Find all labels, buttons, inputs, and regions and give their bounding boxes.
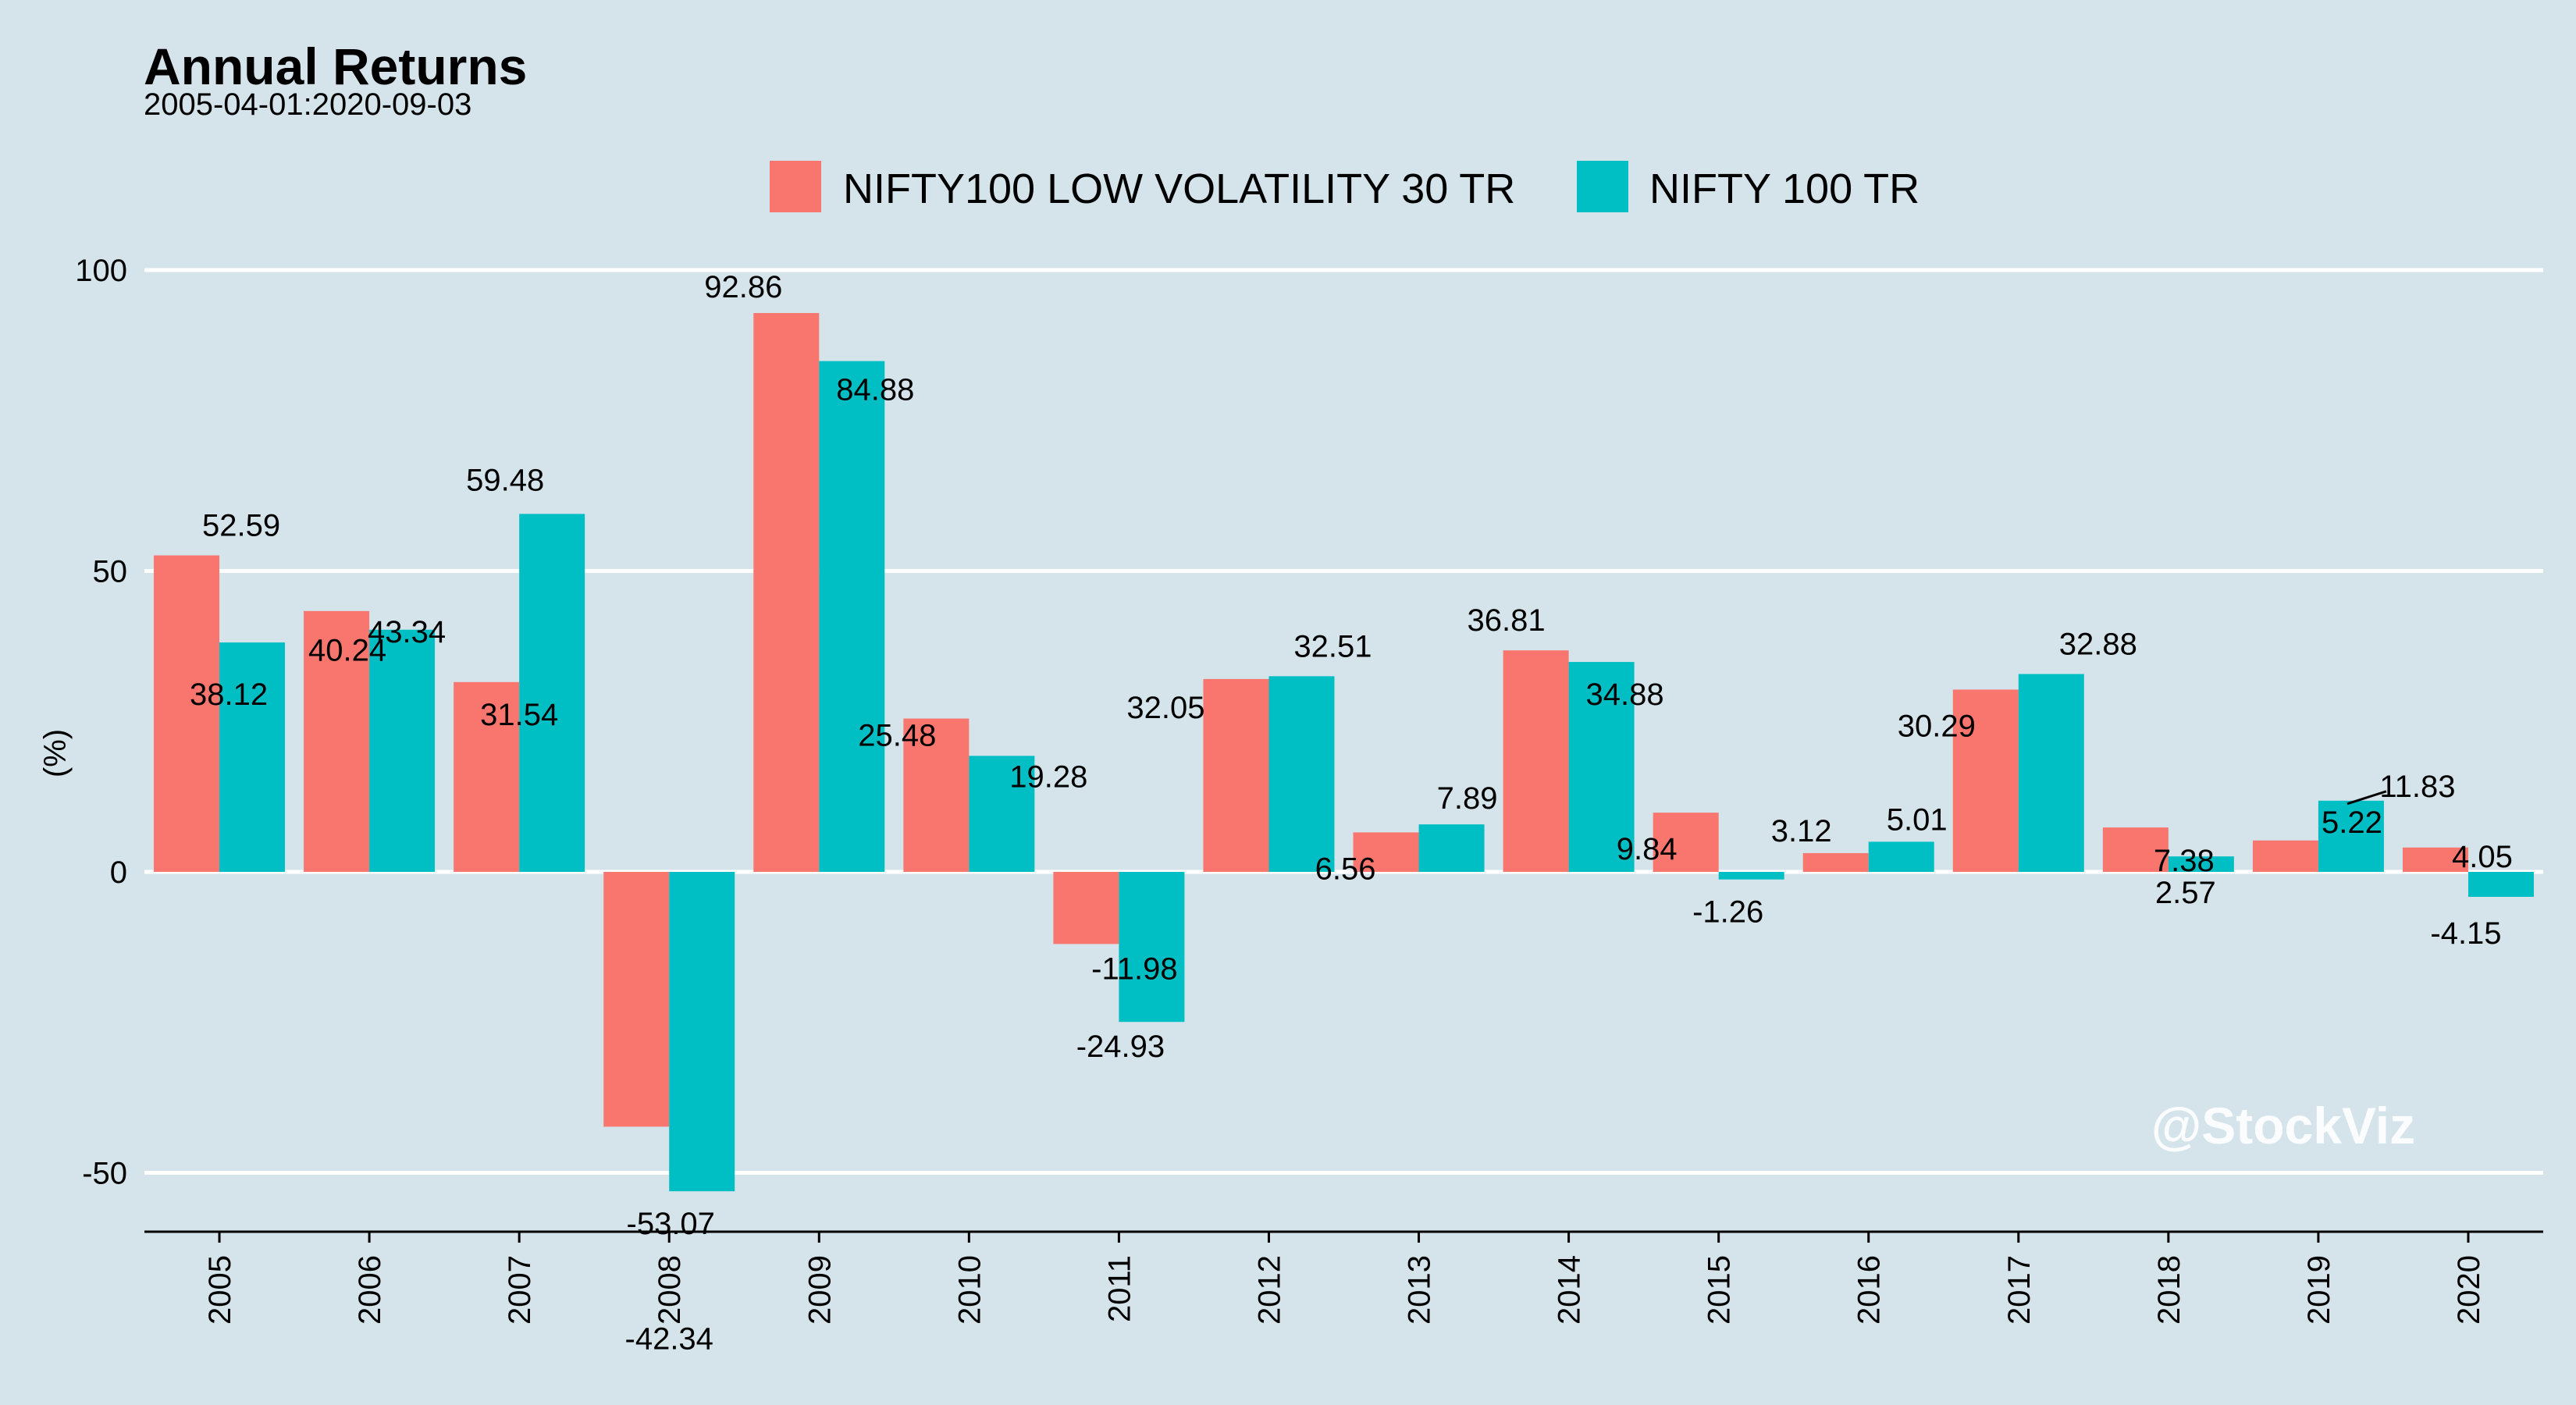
legend: NIFTY100 LOW VOLATILITY 30 TR NIFTY 100 … xyxy=(770,161,1920,212)
data-label-nifty-100-2007: 59.48 xyxy=(466,463,544,497)
x-tick-label-2013: 2013 xyxy=(1403,1255,1437,1325)
data-label-low-volatility-2015: 9.84 xyxy=(1617,832,1678,866)
bars xyxy=(154,313,2534,1192)
data-label-nifty-100-2005: 38.12 xyxy=(190,678,268,712)
bar-nifty-100-2014 xyxy=(1568,662,1635,872)
bar-low-volatility-2009 xyxy=(753,313,820,872)
y-tick-label: 100 xyxy=(75,254,127,288)
x-tick-label-2014: 2014 xyxy=(1553,1255,1587,1325)
data-label-nifty-100-2019: 11.83 xyxy=(2379,770,2455,804)
bar-nifty-100-2020 xyxy=(2467,872,2534,897)
data-label-nifty-100-2014: 34.88 xyxy=(1586,678,1664,712)
data-label-low-volatility-2019: 5.22 xyxy=(2322,806,2382,840)
data-label-nifty-100-2020: -4.15 xyxy=(2430,916,2501,951)
bar-nifty-100-2018 xyxy=(2168,856,2234,872)
y-tick-label: -50 xyxy=(82,1157,127,1191)
chart-title: Annual Returns xyxy=(144,37,527,95)
bar-low-volatility-2010 xyxy=(903,718,970,872)
data-label-nifty-100-2008: -53.07 xyxy=(627,1207,715,1241)
bar-nifty-100-2010 xyxy=(969,756,1035,872)
x-tick-label-2020: 2020 xyxy=(2452,1255,2486,1325)
x-tick-label-2006: 2006 xyxy=(353,1255,387,1325)
x-tick-label-2008: 2008 xyxy=(653,1255,687,1325)
bar-low-volatility-2005 xyxy=(154,555,220,872)
data-label-low-volatility-2007: 31.54 xyxy=(480,698,558,732)
x-tick-label-2012: 2012 xyxy=(1252,1255,1286,1325)
bar-nifty-100-2006 xyxy=(369,629,436,872)
data-label-low-volatility-2005: 52.59 xyxy=(202,509,280,543)
legend-label-nifty-100: NIFTY 100 TR xyxy=(1649,165,1920,212)
x-tick-label-2015: 2015 xyxy=(1703,1255,1737,1325)
bar-nifty-100-2016 xyxy=(1868,841,1934,872)
bar-nifty-100-2007 xyxy=(519,514,585,872)
bar-nifty-100-2008 xyxy=(669,872,735,1192)
data-label-nifty-100-2012: 32.51 xyxy=(1293,629,1372,663)
data-label-nifty-100-2010: 19.28 xyxy=(1009,759,1087,794)
data-label-low-volatility-2012: 32.05 xyxy=(1126,691,1204,725)
x-tick-label-2010: 2010 xyxy=(952,1255,987,1325)
bar-low-volatility-2007 xyxy=(454,681,520,872)
bar-low-volatility-2019 xyxy=(2252,840,2318,872)
bar-nifty-100-2017 xyxy=(2018,674,2084,872)
data-label-nifty-100-2011: -24.93 xyxy=(1076,1030,1165,1064)
x-tick-label-2011: 2011 xyxy=(1102,1255,1137,1322)
x-tick-label-2016: 2016 xyxy=(1852,1255,1887,1325)
bar-nifty-100-2013 xyxy=(1418,824,1485,872)
data-label-nifty-100-2006: 40.24 xyxy=(308,634,386,668)
data-label-nifty-100-2013: 7.89 xyxy=(1437,781,1498,816)
x-tick-label-2005: 2005 xyxy=(203,1255,237,1325)
data-label-nifty-100-2016: 5.01 xyxy=(1887,802,1948,837)
bar-low-volatility-2012 xyxy=(1203,678,1269,872)
leader-line-2019 xyxy=(2347,790,2387,806)
bar-low-volatility-2006 xyxy=(304,610,370,872)
x-tick-label-2007: 2007 xyxy=(503,1255,537,1325)
bar-low-volatility-2017 xyxy=(1952,689,2019,872)
data-label-low-volatility-2009: 92.86 xyxy=(704,270,782,304)
bar-nifty-100-2012 xyxy=(1268,676,1335,872)
x-tick-label-2009: 2009 xyxy=(802,1255,837,1325)
data-label-nifty-100-2017: 32.88 xyxy=(2059,627,2137,661)
data-label-low-volatility-2020: 4.05 xyxy=(2452,840,2513,874)
data-label-nifty-100-2009: 84.88 xyxy=(836,373,914,407)
x-tick-label-2018: 2018 xyxy=(2152,1255,2186,1325)
legend-label-low-volatility: NIFTY100 LOW VOLATILITY 30 TR xyxy=(843,165,1515,212)
data-label-low-volatility-2011: -11.98 xyxy=(1091,951,1177,986)
y-tick-label: 50 xyxy=(93,555,128,589)
bar-low-volatility-2013 xyxy=(1353,832,1419,872)
y-tick-label: 0 xyxy=(110,855,127,890)
data-label-low-volatility-2008: -42.34 xyxy=(625,1321,713,1356)
data-label-low-volatility-2016: 3.12 xyxy=(1771,814,1832,848)
bar-nifty-100-2011 xyxy=(1119,872,1185,1023)
bar-nifty-100-2015 xyxy=(1718,872,1784,880)
bar-low-volatility-2011 xyxy=(1053,872,1119,944)
data-label-nifty-100-2015: -1.26 xyxy=(1692,895,1763,930)
bar-low-volatility-2020 xyxy=(2402,847,2468,872)
bar-low-volatility-2008 xyxy=(603,872,670,1127)
watermark-text: @StockViz xyxy=(2151,1097,2415,1154)
legend-swatch-low-volatility xyxy=(770,161,821,212)
data-label-low-volatility-2014: 36.81 xyxy=(1468,603,1546,638)
y-axis-label: (%) xyxy=(38,729,73,777)
data-label-low-volatility-2017: 30.29 xyxy=(1898,709,1976,743)
axes: 2005 2006 2007 2008 2009 2010 2011 2012 2013 2014… xyxy=(144,1230,2543,1325)
bar-low-volatility-2015 xyxy=(1653,813,1719,872)
data-label-low-volatility-2018: 7.38 xyxy=(2154,844,2215,878)
data-label-low-volatility-2013: 6.56 xyxy=(1315,852,1376,886)
data-label-low-volatility-2010: 25.48 xyxy=(858,719,936,753)
bar-nifty-100-2009 xyxy=(819,361,885,872)
bar-low-volatility-2018 xyxy=(2102,827,2169,872)
bar-nifty-100-2019 xyxy=(2318,800,2384,872)
data-label-low-volatility-2006: 43.34 xyxy=(368,615,446,649)
x-tick-label-2017: 2017 xyxy=(2002,1255,2037,1325)
data-label-nifty-100-2018: 2.57 xyxy=(2155,876,2216,910)
legend-swatch-nifty-100 xyxy=(1577,161,1628,212)
bar-low-volatility-2014 xyxy=(1503,650,1569,872)
bar-nifty-100-2005 xyxy=(219,642,286,872)
chart-subtitle: 2005-04-01:2020-09-03 xyxy=(144,87,471,122)
bar-low-volatility-2016 xyxy=(1802,852,1869,872)
x-tick-label-2019: 2019 xyxy=(2302,1255,2336,1325)
